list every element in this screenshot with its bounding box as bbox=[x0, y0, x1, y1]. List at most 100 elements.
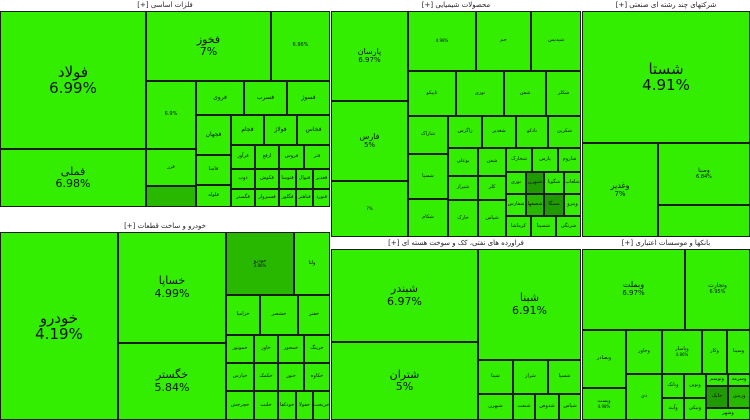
treemap-tile[interactable]: ختور bbox=[278, 363, 304, 391]
treemap-tile[interactable]: فزر bbox=[146, 149, 196, 186]
treemap-tile[interactable]: خشصر bbox=[260, 295, 298, 335]
panel-header[interactable]: [+] فلزات اساسی bbox=[0, 0, 330, 11]
treemap-tile[interactable]: وبملت 6.97% bbox=[582, 249, 685, 330]
treemap-tile[interactable]: شپاس bbox=[559, 394, 581, 420]
treemap-tile[interactable]: فروس bbox=[279, 145, 304, 169]
treemap-tile[interactable]: کلر bbox=[478, 176, 506, 200]
treemap-tile[interactable]: خکمک bbox=[254, 363, 278, 391]
treemap-tile[interactable]: وسرمد bbox=[728, 374, 750, 386]
treemap-tile[interactable]: ولتا bbox=[294, 232, 330, 295]
treemap-tile[interactable]: حانک bbox=[706, 386, 728, 408]
treemap-tile[interactable]: وشهر bbox=[706, 408, 750, 420]
treemap-tile[interactable]: خودکفا bbox=[278, 391, 296, 420]
treemap-tile[interactable]: خاور bbox=[254, 335, 278, 363]
treemap-tile[interactable]: فروی bbox=[196, 81, 244, 115]
treemap-tile[interactable]: فخوز 7% bbox=[146, 11, 271, 81]
treemap-tile[interactable]: خودرو 4.19% bbox=[0, 232, 118, 420]
treemap-tile[interactable]: شگویا bbox=[544, 172, 564, 194]
panel-header[interactable]: [+] بانکها و موسسات اعتباری bbox=[582, 238, 750, 249]
treemap-tile[interactable]: وآیند bbox=[662, 398, 684, 420]
treemap-tile[interactable]: وپست 4.98% bbox=[582, 388, 626, 420]
treemap-tile[interactable]: وزمین bbox=[728, 386, 750, 408]
treemap-tile[interactable]: ونوین bbox=[684, 374, 706, 398]
treemap-tile[interactable]: فکوش bbox=[255, 169, 279, 189]
treemap-tile[interactable]: شغدیر bbox=[482, 116, 516, 148]
treemap-tile[interactable]: 7% bbox=[331, 181, 408, 237]
treemap-tile[interactable]: فگستر bbox=[231, 189, 255, 207]
treemap-tile[interactable]: شرنگی bbox=[556, 216, 581, 237]
treemap-tile[interactable]: فرآور bbox=[231, 145, 255, 169]
treemap-tile[interactable]: فلوله bbox=[196, 185, 231, 207]
treemap-tile[interactable]: شراز bbox=[513, 360, 548, 394]
panel-header[interactable]: [+] شرکتهای چند رشته ای صنعتی bbox=[582, 0, 750, 11]
treemap-tile[interactable]: شسینا bbox=[531, 216, 556, 237]
treemap-tile[interactable]: دی bbox=[626, 374, 662, 420]
treemap-tile[interactable]: ارفع bbox=[255, 145, 279, 169]
treemap-tile[interactable] bbox=[146, 186, 196, 207]
treemap-tile[interactable]: شاروم bbox=[558, 148, 581, 172]
treemap-tile[interactable]: نوری bbox=[456, 71, 504, 116]
treemap-tile[interactable]: خفنر bbox=[298, 295, 330, 335]
treemap-tile[interactable]: خفولا bbox=[296, 391, 313, 420]
panel-header[interactable]: [+] فراورده های نفتی، کک و سوخت هسته ای bbox=[331, 238, 581, 249]
treemap-tile[interactable]: وصنا 6.84% bbox=[658, 143, 750, 205]
panel-header[interactable]: [+] محصولات شیمیایی bbox=[331, 0, 581, 11]
treemap-tile[interactable]: شبندر 6.97% bbox=[331, 249, 478, 342]
treemap-tile[interactable]: 6.96% bbox=[271, 11, 330, 81]
treemap-tile[interactable]: شلعاب bbox=[564, 172, 581, 194]
treemap-tile[interactable]: ونیکی bbox=[684, 398, 706, 420]
treemap-tile[interactable]: خودرو 3.86% bbox=[226, 232, 294, 295]
treemap-tile[interactable]: خریخت bbox=[313, 391, 330, 420]
treemap-tile[interactable]: فگلور bbox=[279, 189, 296, 207]
treemap-tile[interactable]: خپارس bbox=[226, 363, 254, 391]
treemap-tile[interactable]: زاگرس bbox=[448, 116, 482, 148]
treemap-tile[interactable]: شسپا bbox=[408, 154, 448, 199]
treemap-tile[interactable]: شپدیس bbox=[531, 11, 581, 71]
treemap-tile[interactable]: شکربن bbox=[548, 116, 581, 148]
treemap-tile[interactable]: وپترو bbox=[564, 194, 581, 216]
treemap-tile[interactable]: وپاسار 4.86% bbox=[662, 330, 702, 374]
treemap-tile[interactable]: وکار bbox=[702, 330, 727, 374]
treemap-tile[interactable]: پارس bbox=[532, 148, 558, 172]
treemap-tile[interactable]: فجهان bbox=[196, 115, 231, 155]
treemap-tile[interactable]: بوعلی bbox=[448, 148, 478, 176]
treemap-tile[interactable]: فارس 5% bbox=[331, 101, 408, 181]
treemap-tile[interactable]: فنر bbox=[304, 145, 330, 169]
treemap-tile[interactable]: فسرب bbox=[244, 81, 287, 115]
treemap-tile[interactable]: شبهرن bbox=[526, 172, 544, 194]
treemap-tile[interactable]: خکاوه bbox=[304, 363, 330, 391]
treemap-tile[interactable]: شستا 4.91% bbox=[582, 11, 750, 143]
treemap-tile[interactable]: شکلر bbox=[546, 71, 581, 116]
treemap-tile[interactable] bbox=[658, 205, 750, 237]
treemap-tile[interactable]: وبانک bbox=[662, 374, 684, 398]
treemap-tile[interactable]: خزامیا bbox=[226, 295, 260, 335]
treemap-tile[interactable]: کرماشا bbox=[506, 216, 531, 237]
treemap-tile[interactable]: فجام bbox=[231, 115, 264, 145]
treemap-tile[interactable]: شصفها bbox=[526, 194, 544, 216]
treemap-tile[interactable]: فسبزوار bbox=[255, 189, 279, 207]
treemap-tile[interactable]: شبهرن bbox=[478, 394, 513, 420]
panel-header[interactable]: [+] خودرو و ساخت قطعات bbox=[0, 221, 330, 232]
treemap-tile[interactable]: وغدیر 7% bbox=[582, 143, 658, 237]
treemap-tile[interactable]: شاراک bbox=[408, 116, 448, 154]
treemap-tile[interactable]: ذوب bbox=[231, 169, 255, 189]
treemap-tile[interactable]: شفن bbox=[504, 71, 546, 116]
treemap-tile[interactable]: خارک bbox=[448, 200, 478, 237]
treemap-tile[interactable]: وسینا bbox=[727, 330, 750, 374]
treemap-tile[interactable]: شتران 5% bbox=[331, 342, 478, 420]
treemap-tile[interactable]: 4.98% bbox=[408, 11, 476, 71]
treemap-tile[interactable]: وخاور bbox=[626, 330, 662, 374]
treemap-tile[interactable]: سمگا bbox=[544, 194, 564, 216]
treemap-tile[interactable]: خموتور bbox=[226, 335, 254, 363]
treemap-tile[interactable]: شفن bbox=[478, 148, 506, 176]
treemap-tile[interactable]: فملی 6.98% bbox=[0, 149, 146, 207]
treemap-tile[interactable]: وتوسم bbox=[706, 374, 728, 386]
treemap-tile[interactable]: شیراز bbox=[448, 176, 478, 200]
treemap-tile[interactable]: شفارس bbox=[506, 194, 526, 216]
treemap-tile[interactable]: شپاس bbox=[478, 200, 506, 237]
treemap-tile[interactable]: خچرخش bbox=[226, 391, 254, 420]
treemap-tile[interactable]: پارسان 6.97% bbox=[331, 11, 408, 101]
treemap-tile[interactable]: فنورد bbox=[313, 189, 330, 207]
treemap-tile[interactable]: فسوژ bbox=[287, 81, 330, 115]
treemap-tile[interactable]: وتجارت 6.95% bbox=[685, 249, 750, 330]
